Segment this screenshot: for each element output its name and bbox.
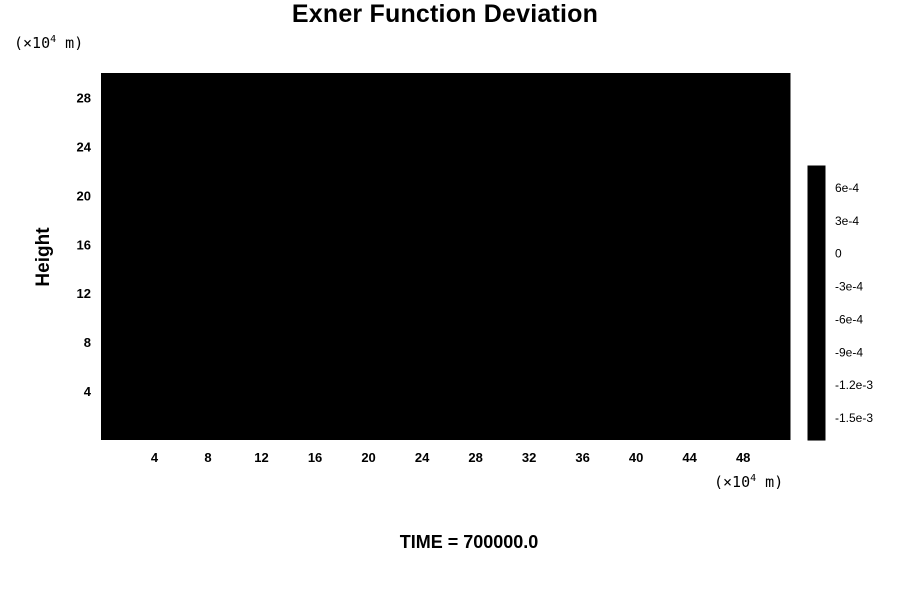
colorbar-segment — [807, 171, 826, 178]
colorbar-segment — [807, 363, 826, 370]
y-tick-label: 24 — [77, 139, 92, 154]
x-tick-label: 4 — [151, 450, 159, 465]
x-axis-unit: (×104 m) — [714, 473, 783, 491]
x-tick-label: 16 — [308, 450, 322, 465]
colorbar-segment — [807, 165, 826, 173]
y-tick-label: 8 — [84, 335, 91, 350]
colorbar-segment — [807, 324, 826, 332]
colorbar-tick-label: -1.2e-3 — [835, 378, 873, 392]
colorbar-segment — [807, 390, 826, 397]
time-label: TIME = 700000.0 — [399, 532, 539, 552]
colorbar-segment — [807, 319, 826, 326]
colorbar-segment — [807, 330, 826, 337]
colorbar-segment — [807, 269, 826, 277]
colorbar-tick-label: 0 — [835, 247, 842, 261]
colorbar-segment — [807, 275, 826, 282]
x-tick-label: 8 — [204, 450, 211, 465]
colorbar-tick-label: -9e-4 — [835, 345, 863, 359]
y-axis-unit: (×104 m) — [14, 34, 83, 52]
colorbar-segment — [807, 313, 826, 321]
colorbar-frame — [807, 165, 826, 441]
colorbar-segment — [807, 401, 826, 408]
x-tick-label: 32 — [522, 450, 536, 465]
colorbar-segment — [807, 374, 826, 381]
heatmap-field — [101, 73, 790, 440]
colorbar-segment — [807, 341, 826, 348]
colorbar-segment — [807, 352, 826, 359]
colorbar-segment — [807, 193, 826, 200]
colorbar-tick-label: 3e-4 — [835, 214, 859, 228]
x-tick-label: 40 — [629, 450, 643, 465]
colorbar-segment — [807, 412, 826, 419]
colorbar-segment — [807, 209, 826, 216]
colorbar-segment — [807, 258, 826, 266]
y-tick-label: 4 — [84, 384, 92, 399]
colorbar-tick-label: -6e-4 — [835, 312, 863, 326]
colorbar-segment — [807, 176, 826, 184]
colorbar-segment — [807, 247, 826, 255]
colorbar-segment — [807, 406, 826, 414]
colorbar-segment — [807, 335, 826, 342]
colorbar-segment — [807, 417, 826, 425]
colorbar-segment — [807, 302, 826, 310]
colorbar-segment — [807, 395, 826, 403]
colorbar-segment — [807, 182, 826, 189]
y-unit-suffix: m) — [56, 34, 84, 52]
colorbar-segment — [807, 423, 826, 430]
colorbar-segment — [807, 346, 826, 353]
colorbar-segment — [807, 226, 826, 233]
x-tick-label: 44 — [682, 450, 697, 465]
x-unit-suffix: m) — [756, 473, 784, 491]
y-tick-label: 16 — [77, 237, 91, 252]
colorbar-segment — [807, 428, 826, 436]
colorbar-segment — [807, 280, 826, 288]
x-tick-label: 12 — [254, 450, 268, 465]
chart-title: Exner Function Deviation — [291, 0, 599, 28]
y-tick-label: 12 — [77, 286, 91, 301]
colorbar-segment — [807, 231, 826, 238]
colorbar-segment — [807, 385, 826, 392]
colorbar-segment — [807, 291, 826, 299]
colorbar-segment — [807, 204, 826, 211]
x-tick-label: 20 — [361, 450, 375, 465]
x-tick-label: 36 — [575, 450, 589, 465]
colorbar-segment — [807, 264, 826, 271]
colorbar-segment — [807, 368, 826, 375]
colorbar-segment — [807, 237, 826, 244]
colorbar-segment — [807, 220, 826, 227]
colorbar-segment — [807, 253, 826, 260]
colorbar-tick-label: -1.5e-3 — [835, 411, 873, 425]
colorbar-segment — [807, 286, 826, 293]
x-tick-label: 24 — [415, 450, 430, 465]
x-unit-prefix: (×10 — [714, 473, 751, 491]
x-unit-exponent: 4 — [750, 473, 757, 484]
y-tick-label: 28 — [77, 90, 91, 105]
colorbar-segment — [807, 187, 826, 194]
y-axis-ticks: 4 8 12 16 20 24 28 — [77, 90, 92, 399]
colorbar-segment — [807, 308, 826, 315]
colorbar-tick-label: -3e-4 — [835, 280, 863, 294]
y-tick-label: 20 — [77, 188, 91, 203]
colorbar-segment — [807, 215, 826, 222]
colorbar-segment — [807, 242, 826, 249]
x-axis-ticks: 4 8 12 16 20 24 28 32 36 40 44 48 — [151, 450, 751, 465]
colorbar-segment — [807, 357, 826, 364]
colorbar-segment — [807, 198, 826, 205]
x-tick-label: 28 — [468, 450, 482, 465]
y-unit-exponent: 4 — [50, 34, 57, 45]
colorbar-tick-label: 6e-4 — [835, 181, 859, 195]
y-unit-prefix: (×10 — [14, 34, 51, 52]
heatmap-image — [101, 73, 790, 440]
colorbar-segment — [807, 379, 826, 386]
colorbar-segment — [807, 297, 826, 304]
colorbar: 6e-4 3e-4 0 -3e-4 -6e-4 -9e-4 -1.2e-3 -1.5e-3 — [807, 165, 873, 441]
x-tick-label: 48 — [736, 450, 750, 465]
